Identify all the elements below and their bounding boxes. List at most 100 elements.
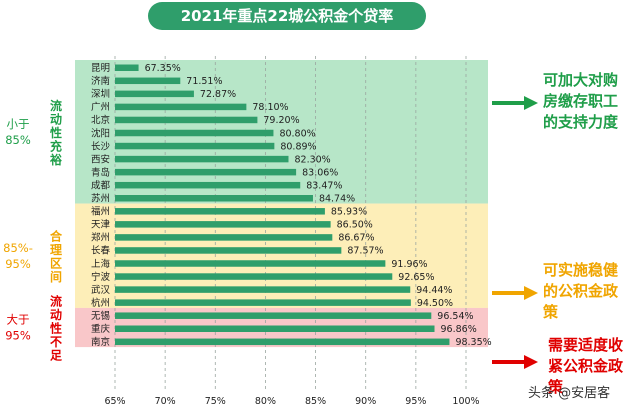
bar	[115, 234, 333, 241]
data-label: 67.35%	[145, 63, 181, 74]
bar	[115, 325, 435, 332]
category-label: 上海	[91, 258, 111, 270]
arrow-head	[524, 96, 538, 110]
category-label: 广州	[91, 101, 110, 113]
bar	[115, 142, 275, 150]
category-label: 西安	[91, 153, 110, 165]
arrow-head	[524, 286, 538, 300]
x-tick-label: 85%	[305, 396, 326, 407]
category-label: 昆明	[91, 63, 110, 74]
bar	[115, 90, 194, 98]
category-label: 宁波	[91, 271, 111, 283]
data-label: 84.74%	[319, 194, 355, 205]
data-label: 79.20%	[263, 115, 299, 126]
zone-label-char: 足	[50, 349, 62, 363]
zone-note: 紧公积金政	[548, 357, 624, 375]
zone-note: 房缴存职工	[543, 92, 618, 110]
category-label: 长沙	[91, 140, 111, 152]
bar	[115, 103, 247, 111]
bar	[115, 286, 411, 293]
category-label: 成都	[91, 179, 111, 191]
bar	[115, 64, 139, 71]
zone-label-char: 动	[50, 112, 62, 126]
data-label: 71.51%	[186, 76, 222, 87]
data-label: 91.96%	[391, 259, 427, 270]
data-label: 83.06%	[302, 167, 338, 178]
data-label: 83.47%	[306, 180, 342, 191]
range-label: 85%	[5, 133, 31, 147]
x-tick-label: 80%	[255, 396, 276, 407]
zone-note: 策	[547, 378, 564, 396]
zone-label-char: 充	[50, 138, 62, 153]
zone-note: 策	[542, 303, 559, 321]
zone-note: 需要适度收	[548, 336, 623, 354]
data-label: 80.80%	[279, 128, 315, 139]
data-label: 78.10%	[252, 102, 288, 113]
zone-note: 的支持力度	[543, 113, 619, 131]
zone-note: 可加大对购	[543, 71, 618, 89]
zone-label-char: 动	[50, 308, 62, 322]
data-label: 82.30%	[294, 154, 330, 165]
range-label: 大于	[7, 313, 30, 327]
range-label: 95%	[5, 329, 31, 343]
data-label: 80.89%	[280, 141, 316, 152]
watermark-text: 头条 @安居客	[528, 386, 611, 401]
zone-label-char: 区	[50, 257, 62, 271]
x-tick-label: 75%	[205, 396, 226, 407]
category-label: 重庆	[91, 323, 111, 335]
data-label: 92.65%	[398, 272, 434, 283]
data-label: 86.67%	[338, 233, 374, 244]
range-label: 小于	[7, 117, 30, 131]
bar	[115, 208, 325, 215]
zone-label-char: 合	[50, 229, 63, 244]
zone-label-char: 流	[50, 98, 62, 113]
x-tick-label: 65%	[104, 396, 125, 407]
category-label: 长春	[91, 245, 111, 257]
category-label: 沈阳	[91, 127, 110, 139]
x-tick-label: 95%	[405, 396, 426, 407]
bar	[115, 168, 297, 176]
category-label: 南京	[91, 336, 110, 348]
category-label: 武汉	[91, 284, 111, 296]
category-label: 福州	[91, 206, 110, 218]
zone-label-char: 性	[49, 321, 62, 336]
zone-note: 可实施稳健	[543, 261, 618, 279]
data-label: 98.35%	[455, 337, 491, 348]
zone-label-char: 理	[50, 243, 62, 257]
x-tick-label: 100%	[452, 396, 479, 407]
bar	[115, 221, 331, 228]
data-label: 94.50%	[417, 298, 453, 309]
bar	[115, 312, 432, 319]
arrow-head	[524, 355, 538, 369]
range-label: 95%	[5, 257, 31, 271]
bar	[115, 338, 450, 346]
category-label: 杭州	[91, 297, 110, 309]
category-label: 苏州	[91, 193, 110, 205]
zone-label-char: 流	[50, 294, 62, 309]
zone-label-char: 性	[49, 125, 62, 140]
data-label: 87.57%	[347, 246, 383, 257]
category-label: 深圳	[91, 89, 110, 100]
data-label: 86.50%	[337, 220, 373, 231]
data-label: 96.86%	[441, 324, 477, 335]
bar	[115, 247, 342, 254]
data-label: 72.87%	[200, 89, 236, 100]
zone-label-char: 不	[50, 335, 62, 349]
category-label: 济南	[91, 75, 110, 87]
bar	[115, 129, 274, 137]
category-label: 天津	[91, 220, 111, 231]
range-label: 85%-	[3, 241, 33, 255]
x-tick-label: 90%	[355, 396, 376, 407]
category-label: 无锡	[91, 310, 110, 322]
zone-note: 的公积金政	[543, 282, 619, 300]
bar	[115, 195, 313, 202]
bar	[115, 273, 393, 280]
category-label: 北京	[91, 114, 110, 126]
bar	[115, 299, 411, 306]
bar	[115, 155, 289, 163]
zone-label-char: 间	[50, 269, 62, 284]
data-label: 94.44%	[416, 285, 452, 296]
data-label: 85.93%	[331, 207, 367, 218]
bar	[115, 77, 181, 85]
